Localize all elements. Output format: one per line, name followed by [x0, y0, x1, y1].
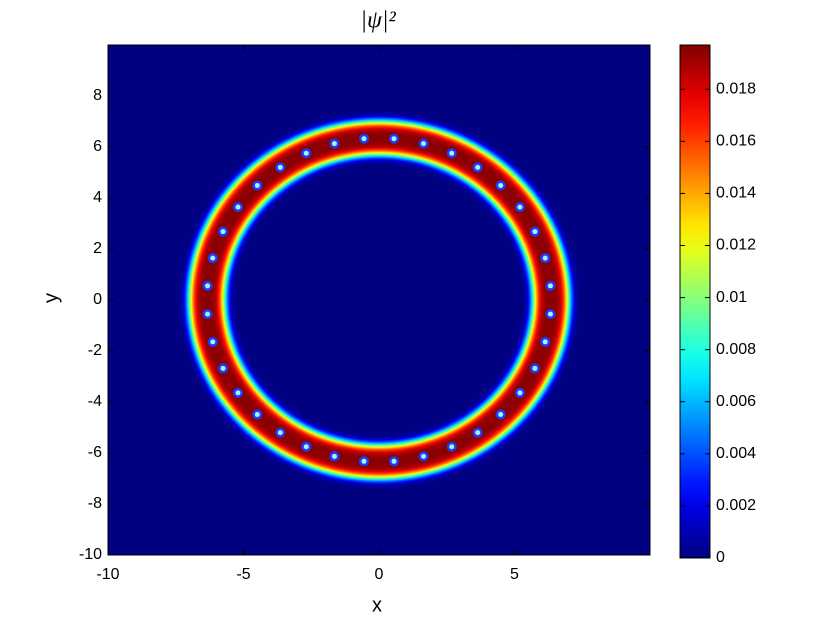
colorbar-tick-label: 0.014: [716, 185, 756, 202]
vortex-core: [220, 365, 226, 371]
vortex-core: [542, 339, 548, 345]
vortex-core: [391, 136, 397, 142]
vortex-core: [498, 411, 504, 417]
colorbar-tick-label: 0.004: [716, 445, 756, 462]
vortex-core: [498, 183, 504, 189]
vortex-core: [331, 141, 337, 147]
vortex-core: [331, 453, 337, 459]
x-tick-label: -5: [236, 566, 250, 583]
vortex-core: [277, 430, 283, 436]
vortex-core: [361, 136, 367, 142]
vortex-core: [254, 183, 260, 189]
y-tick-label: 4: [93, 189, 102, 206]
colorbar-tick-label: 0.006: [716, 393, 756, 410]
vortex-core: [542, 255, 548, 261]
vortex-core: [235, 390, 241, 396]
vortex-core: [205, 283, 211, 289]
x-axis-label: x: [372, 594, 382, 616]
vortex-core: [475, 430, 481, 436]
vortex-core: [547, 283, 553, 289]
colorbar-tick-label: 0.012: [716, 237, 756, 254]
vortex-core: [303, 150, 309, 156]
colorbar-tick-label: 0.01: [716, 289, 747, 306]
vortex-core: [547, 311, 553, 317]
vortex-core: [277, 164, 283, 170]
colorbar-tick-label: 0.018: [716, 80, 756, 97]
colorbar-tick-label: 0.002: [716, 497, 756, 514]
vortex-core: [449, 150, 455, 156]
vortex-core: [254, 411, 260, 417]
x-tick-label: 5: [510, 566, 519, 583]
vortex-core: [449, 444, 455, 450]
y-tick-label: -6: [88, 444, 102, 461]
vortex-core: [391, 458, 397, 464]
y-tick-label: -4: [88, 393, 102, 410]
y-axis-label: y: [40, 293, 62, 303]
colorbar-tick-label: 0: [716, 549, 725, 566]
vortex-core: [220, 229, 226, 235]
vortex-core: [205, 311, 211, 317]
y-tick-label: 0: [93, 291, 102, 308]
y-tick-label: -2: [88, 342, 102, 359]
vortex-core: [421, 141, 427, 147]
vortex-core: [517, 390, 523, 396]
vortex-core: [303, 444, 309, 450]
y-tick-label: 2: [93, 240, 102, 257]
x-tick-label: 0: [375, 566, 384, 583]
colorbar-tick-label: 0.008: [716, 341, 756, 358]
vortex-core: [532, 365, 538, 371]
vortex-core: [361, 458, 367, 464]
vortex-core: [475, 164, 481, 170]
vortex-core: [235, 204, 241, 210]
density-ring: [158, 92, 600, 508]
colorbar-tick-label: 0.016: [716, 133, 756, 150]
colorbar: [679, 44, 711, 559]
y-tick-label: 8: [93, 87, 102, 104]
vortex-core: [532, 229, 538, 235]
vortex-core: [421, 453, 427, 459]
y-tick-label: -10: [79, 546, 102, 563]
vortex-core: [210, 339, 216, 345]
x-tick-label: -10: [96, 566, 119, 583]
vortex-core: [210, 255, 216, 261]
y-tick-label: -8: [88, 495, 102, 512]
y-tick-label: 6: [93, 138, 102, 155]
vortex-core: [517, 204, 523, 210]
chart-title: |ψ|²: [360, 8, 396, 34]
